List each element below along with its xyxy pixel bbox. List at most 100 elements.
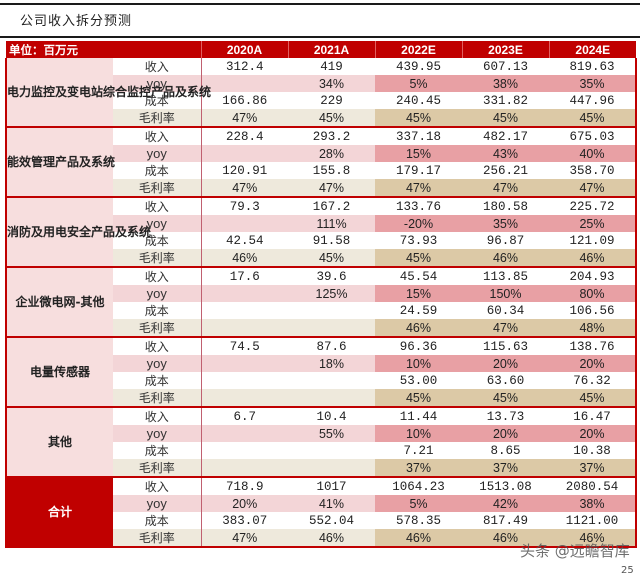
value-cell: 179.17 xyxy=(395,163,441,178)
value-cell: 46% xyxy=(201,249,288,268)
value-cell: 73.93 xyxy=(399,233,438,248)
table-row: 能效管理产品及系统 收入 228.4 293.2 337.18 482.17 675.03 xyxy=(5,127,637,198)
value-cell: 358.70 xyxy=(549,162,637,179)
value-cell: 552.04 xyxy=(308,513,354,528)
value-cell: 45.54 xyxy=(399,269,438,284)
value-cell: 18% xyxy=(288,355,375,372)
table-row: 毛利率 46% 47% 48% xyxy=(6,319,637,338)
value-cell: 125% xyxy=(288,285,375,302)
metric-label: yoy xyxy=(113,495,202,512)
value-cell: 817.49 xyxy=(482,513,528,528)
value-cell: 87.6 xyxy=(316,339,347,354)
value-cell: 312.4 xyxy=(225,59,264,74)
value-cell: 2080.54 xyxy=(549,477,637,495)
value-cell: 17.6 xyxy=(229,269,260,284)
value-cell: 76.32 xyxy=(549,372,637,389)
value-cell: 41% xyxy=(288,495,375,512)
value-cell: -20% xyxy=(375,215,462,232)
table-row: 毛利率 45% 45% 45% xyxy=(6,389,637,408)
value-cell: 1064.23 xyxy=(392,479,445,494)
value-cell: 35% xyxy=(462,215,549,232)
table-row: yoy 34% 5% 38% 35% xyxy=(6,75,637,92)
metric-label: 毛利率 xyxy=(113,389,202,408)
value-cell: 45% xyxy=(288,249,375,268)
value-cell: 204.93 xyxy=(549,267,637,285)
value-cell: 256.21 xyxy=(482,163,528,178)
unit-label: 单位：百万元 xyxy=(6,41,202,58)
table-row: 成本 53.00 63.60 76.32 xyxy=(6,372,637,389)
value-cell: 53.00 xyxy=(399,373,438,388)
metric-label: 毛利率 xyxy=(113,179,202,198)
table-row: 毛利率 47% 45% 45% 45% 45% xyxy=(6,109,637,128)
value-cell: 46% xyxy=(462,249,549,268)
value-cell: 383.07 xyxy=(222,513,268,528)
year-header: 2020A xyxy=(201,41,289,58)
metric-label: 成本 xyxy=(113,512,202,529)
value-cell: 20% xyxy=(462,425,549,442)
value-cell xyxy=(201,215,288,232)
value-cell: 607.13 xyxy=(482,59,528,74)
metric-label: 收入 xyxy=(113,197,202,215)
value-cell xyxy=(201,372,288,389)
value-cell: 337.18 xyxy=(395,129,441,144)
value-cell: 1017 xyxy=(316,479,347,494)
value-cell: 10% xyxy=(375,355,462,372)
year-header: 2022E xyxy=(375,41,463,58)
value-cell: 47% xyxy=(201,109,288,128)
metric-label: 毛利率 xyxy=(113,529,202,548)
value-cell: 96.36 xyxy=(399,339,438,354)
table-row: 毛利率 37% 37% 37% xyxy=(6,459,637,478)
value-cell: 138.76 xyxy=(549,337,637,355)
table-row: 成本 120.91 155.8 179.17 256.21 358.70 xyxy=(6,162,637,179)
metric-label: 收入 xyxy=(113,337,202,355)
table-row: yoy 28% 15% 43% 40% xyxy=(6,145,637,162)
table-row: 成本 24.59 60.34 106.56 xyxy=(6,302,637,319)
value-cell: 7.21 xyxy=(403,443,434,458)
table-row: yoy 111% -20% 35% 25% xyxy=(6,215,637,232)
value-cell xyxy=(288,319,375,338)
value-cell: 24.59 xyxy=(399,303,438,318)
table-row: yoy 18% 10% 20% 20% xyxy=(6,355,637,372)
page-title: 公司收入拆分预测 xyxy=(20,14,133,29)
metric-label: 收入 xyxy=(113,477,202,495)
value-cell: 293.2 xyxy=(312,129,351,144)
value-cell: 10.4 xyxy=(316,409,347,424)
value-cell: 439.95 xyxy=(395,59,441,74)
value-cell: 46% xyxy=(375,319,462,338)
value-cell: 25% xyxy=(549,215,637,232)
table-row: 成本 7.21 8.65 10.38 xyxy=(6,442,637,459)
watermark: 头条 @远瞻智库 xyxy=(520,542,630,560)
value-cell: 37% xyxy=(375,459,462,478)
value-cell: 120.91 xyxy=(222,163,268,178)
metric-label: 毛利率 xyxy=(113,459,202,478)
value-cell xyxy=(201,319,288,338)
value-cell: 121.09 xyxy=(549,232,637,249)
value-cell: 74.5 xyxy=(229,339,260,354)
value-cell: 37% xyxy=(549,459,637,478)
value-cell: 5% xyxy=(375,75,462,92)
value-cell: 419 xyxy=(320,59,343,74)
value-cell: 578.35 xyxy=(395,513,441,528)
value-cell: 1513.08 xyxy=(479,479,532,494)
value-cell: 106.56 xyxy=(549,302,637,319)
value-cell: 45% xyxy=(375,389,462,408)
value-cell: 150% xyxy=(462,285,549,302)
metric-label: yoy xyxy=(113,355,202,372)
metric-label: 成本 xyxy=(113,302,202,319)
segment-name: 电量传感器 xyxy=(5,337,113,408)
year-header: 2024E xyxy=(549,41,636,58)
value-cell: 133.76 xyxy=(395,199,441,214)
page-number: 25 xyxy=(621,565,634,576)
title-rule xyxy=(0,36,640,38)
value-cell: 20% xyxy=(549,425,637,442)
table-row: 合计 收入 718.9 1017 1064.23 1513.08 2080.54 xyxy=(5,477,637,548)
table-row: yoy 125% 15% 150% 80% xyxy=(6,285,637,302)
metric-label: yoy xyxy=(113,215,202,232)
metric-label: 毛利率 xyxy=(113,319,202,338)
value-cell xyxy=(201,425,288,442)
table-row: 电量传感器 收入 74.5 87.6 96.36 115.63 138.76 xyxy=(5,337,637,408)
segment-name: 能效管理产品及系统 xyxy=(5,127,115,198)
value-cell xyxy=(288,389,375,408)
metric-label: yoy xyxy=(113,425,202,442)
value-cell xyxy=(201,355,288,372)
